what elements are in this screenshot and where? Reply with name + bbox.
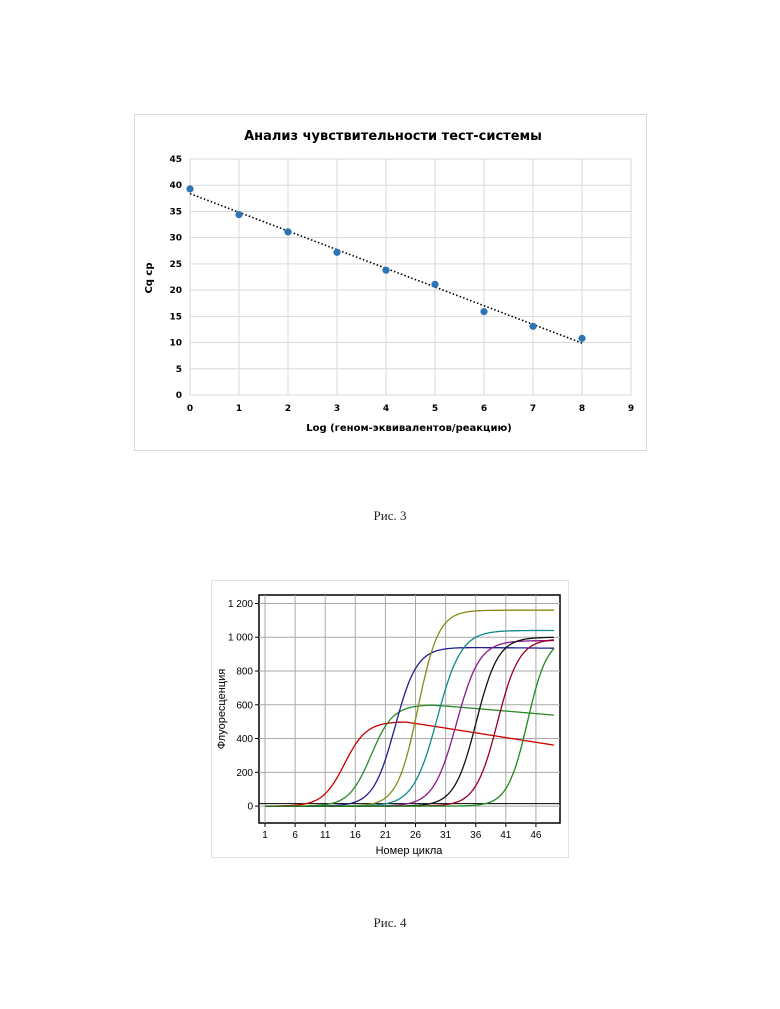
figure-4-chart-frame: 02004006008001 0001 200 1611162126313641…: [211, 580, 569, 858]
chart3-point: [333, 249, 340, 256]
chart3-y-tick: 30: [169, 234, 182, 244]
chart3-point: [529, 323, 536, 330]
chart3-x-tick: 5: [432, 404, 438, 414]
chart4-plot-area: [259, 595, 560, 823]
chart4-x-tick: 1: [262, 830, 268, 841]
chart3-x-tick: 9: [628, 404, 634, 414]
chart3-point: [382, 267, 389, 274]
chart3-point: [186, 185, 193, 192]
chart3-point: [284, 228, 291, 235]
chart4-x-tick: 36: [470, 830, 482, 841]
amplification-curves-chart: 02004006008001 0001 200 1611162126313641…: [212, 581, 568, 857]
sensitivity-scatter-chart: Анализ чувствительности тест-системы 0 1 2…: [135, 115, 646, 450]
chart3-x-tick-labels: 0 1 2 3 4 5 6 7 8 9: [187, 404, 634, 414]
figure-3-caption: Рис. 3: [0, 508, 780, 524]
chart4-x-tick: 21: [380, 830, 392, 841]
chart3-gridlines: [190, 159, 631, 395]
chart3-point: [480, 308, 487, 315]
chart4-x-tick: 31: [440, 830, 452, 841]
figure-4-caption: Рис. 4: [0, 915, 780, 931]
chart3-y-tick: 35: [169, 207, 182, 217]
chart3-x-tick: 4: [383, 404, 389, 414]
chart3-y-tick: 40: [169, 181, 182, 191]
chart3-x-tick: 7: [530, 404, 536, 414]
chart3-point: [431, 281, 438, 288]
figure-3-chart-frame: Анализ чувствительности тест-системы 0 1 2…: [134, 114, 647, 451]
chart3-y-tick: 15: [169, 312, 182, 322]
chart3-y-tick: 5: [176, 365, 182, 375]
chart3-x-tick: 1: [236, 404, 242, 414]
chart3-x-tick: 2: [285, 404, 291, 414]
chart3-y-tick: 10: [169, 339, 182, 349]
chart4-x-tick: 11: [320, 830, 331, 841]
chart3-title: Анализ чувствительности тест-системы: [244, 129, 542, 144]
chart3-y-tick: 20: [169, 286, 182, 296]
chart3-x-axis-label: Log (геном-эквивалентов/реакцию): [306, 423, 512, 434]
chart4-x-axis-label: Номер цикла: [376, 845, 444, 857]
chart4-y-tick: 400: [236, 734, 253, 745]
chart3-x-tick: 8: [579, 404, 585, 414]
chart3-x-tick: 0: [187, 404, 193, 414]
chart3-y-axis-label: Cq cp: [144, 262, 155, 293]
chart4-x-tick: 6: [292, 830, 298, 841]
chart3-point: [578, 335, 585, 342]
chart4-x-tick: 26: [410, 830, 422, 841]
chart3-x-tick: 3: [334, 404, 340, 414]
chart4-x-tick-labels: 161116212631364146: [262, 830, 542, 841]
chart4-y-axis-label: Флуоресценция: [216, 669, 228, 749]
chart4-x-tick: 16: [350, 830, 362, 841]
chart4-y-tick: 600: [236, 700, 253, 711]
chart4-x-tick: 46: [530, 830, 542, 841]
chart4-y-tick: 200: [236, 768, 253, 779]
chart3-y-tick: 45: [169, 155, 182, 165]
chart4-y-tick: 1 000: [228, 633, 253, 644]
chart4-y-tick: 1 200: [228, 599, 253, 610]
chart4-y-tick-labels: 0 200 400 600 800 1 000 1 200: [228, 599, 253, 813]
chart3-y-tick: 25: [169, 260, 182, 270]
chart4-x-tick: 41: [500, 830, 512, 841]
chart3-y-tick-labels: 0 5 10 15 20 25 30 35 40 45: [169, 155, 182, 401]
chart4-y-tick: 800: [236, 667, 253, 678]
chart3-y-tick: 0: [176, 391, 182, 401]
chart3-x-tick: 6: [481, 404, 487, 414]
chart3-point: [235, 211, 242, 218]
chart4-y-tick: 0: [247, 802, 253, 813]
